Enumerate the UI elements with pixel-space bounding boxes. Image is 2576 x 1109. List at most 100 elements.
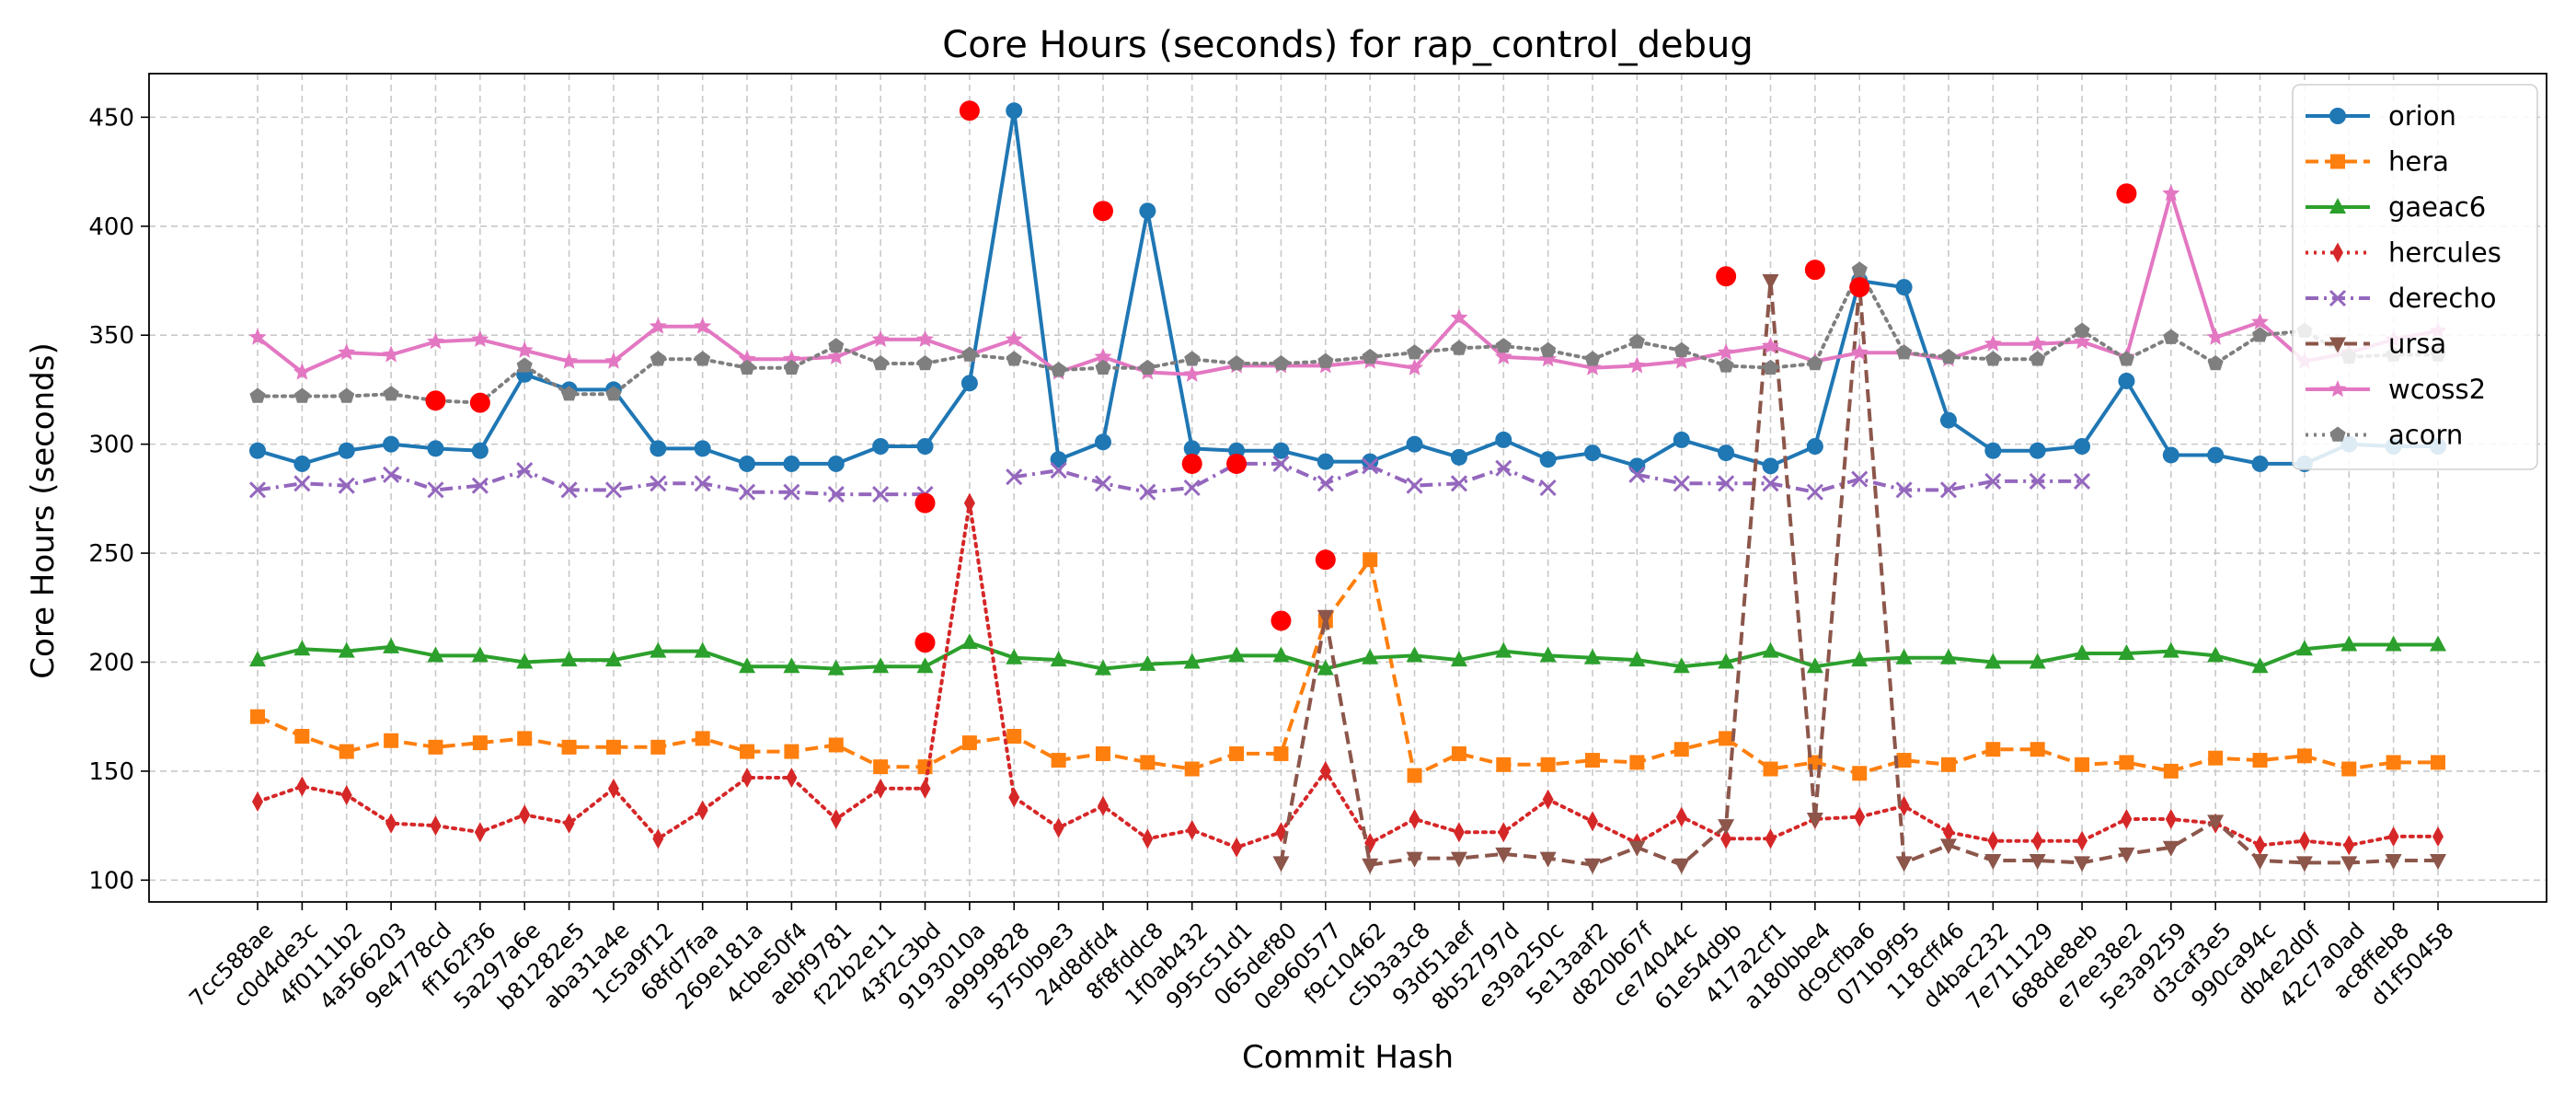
data-point-hera [873, 759, 889, 775]
data-point-hera [1051, 753, 1066, 768]
data-point-wcoss2 [738, 350, 756, 367]
y-tick-label: 350 [88, 322, 134, 350]
data-point-orion [1183, 440, 1201, 457]
data-point-hercules [786, 768, 798, 788]
data-point-orion [1006, 102, 1023, 120]
data-point-hercules [1987, 830, 1999, 851]
data-point-orion [2074, 438, 2091, 455]
highlight-point-orion [959, 100, 980, 121]
data-point-ursa [1450, 851, 1467, 868]
data-point-hercules [474, 822, 486, 843]
data-point-derecho [694, 475, 711, 492]
data-point-derecho [1050, 461, 1067, 479]
data-point-derecho [1628, 466, 1646, 483]
data-point-hera [1629, 755, 1645, 770]
data-point-gaeac6 [2295, 640, 2313, 656]
data-point-hera [339, 744, 354, 759]
data-point-hercules [1008, 787, 1020, 808]
data-point-orion [1539, 451, 1557, 468]
data-point-hercules [696, 800, 708, 821]
data-point-derecho [1851, 470, 1869, 488]
data-point-orion [739, 455, 756, 472]
legend-marker-hera [2330, 154, 2345, 169]
y-axis-title: Core Hours (seconds) [25, 342, 62, 678]
data-point-gaeac6 [1539, 646, 1557, 663]
data-point-ursa [1673, 858, 1690, 874]
data-point-hercules [2076, 830, 2088, 851]
data-point-acorn [828, 338, 845, 353]
data-point-hera [1719, 731, 1734, 746]
data-point-hera [1006, 729, 1022, 744]
data-point-acorn [1362, 348, 1378, 364]
data-point-wcoss2 [2162, 184, 2180, 202]
data-point-hercules [830, 809, 842, 829]
data-point-orion [827, 455, 845, 472]
legend-marker-gaeac6 [2329, 198, 2346, 214]
data-point-ursa [1272, 856, 1290, 872]
series-line-hercules [256, 501, 2440, 849]
data-point-orion [916, 438, 934, 455]
data-point-orion [2162, 446, 2179, 464]
data-point-hera [2252, 753, 2268, 768]
data-point-ursa [1584, 858, 1602, 874]
data-point-hera [294, 729, 310, 744]
data-point-hera [784, 744, 799, 759]
data-point-hera [605, 739, 621, 755]
data-point-orion [872, 438, 890, 455]
data-point-ursa [2074, 856, 2091, 872]
data-point-acorn [1495, 338, 1512, 353]
data-point-derecho [1406, 477, 1423, 494]
data-point-orion [1673, 431, 1690, 448]
series-line-gaeac6 [257, 641, 2438, 671]
data-point-acorn [1407, 344, 1423, 360]
data-point-acorn [2163, 329, 2179, 344]
data-point-acorn [516, 357, 533, 373]
data-point-hera [1673, 742, 1689, 757]
data-point-hercules [1052, 817, 1064, 838]
data-point-acorn [2207, 355, 2224, 371]
data-point-gaeac6 [604, 651, 622, 667]
data-point-hera [1095, 745, 1110, 761]
data-point-gaeac6 [1450, 651, 1467, 667]
highlight-point-acorn [469, 392, 490, 413]
data-point-hera [1273, 745, 1289, 761]
data-point-gaeac6 [427, 646, 444, 663]
data-point-gaeac6 [1673, 657, 1690, 674]
data-point-derecho [827, 486, 845, 503]
series-hera [250, 552, 2445, 783]
data-point-derecho [1362, 457, 1379, 475]
data-point-hercules [430, 815, 442, 837]
data-point-orion [2118, 372, 2135, 389]
data-point-orion [293, 455, 311, 472]
data-point-acorn [650, 351, 666, 366]
data-point-orion [1718, 445, 1735, 462]
data-point-gaeac6 [338, 641, 355, 658]
data-point-gaeac6 [560, 651, 578, 667]
data-point-wcoss2 [1850, 343, 1869, 361]
data-point-hera [650, 739, 666, 755]
series-orion [249, 102, 2446, 475]
data-point-derecho [2073, 472, 2091, 490]
data-point-wcoss2 [427, 332, 444, 350]
data-point-hera [695, 731, 710, 746]
data-point-acorn [1272, 355, 1289, 371]
data-point-derecho [516, 461, 534, 479]
data-point-orion [1317, 453, 1334, 470]
data-point-gaeac6 [2251, 657, 2269, 674]
data-point-acorn [1718, 357, 1734, 373]
data-point-ursa [1362, 858, 1379, 874]
data-point-derecho [1718, 475, 1735, 492]
data-point-hercules [340, 784, 352, 805]
series-line-derecho [257, 468, 926, 497]
data-point-derecho [1317, 475, 1334, 492]
data-point-orion [694, 440, 711, 457]
data-point-gaeac6 [2385, 635, 2402, 652]
data-point-orion [383, 435, 400, 453]
data-point-gaeac6 [1050, 651, 1067, 667]
data-point-hercules [1720, 828, 1732, 849]
data-point-acorn [783, 359, 799, 375]
data-point-hera [1363, 552, 1378, 568]
data-point-hercules [2298, 830, 2310, 851]
data-point-hercules [1409, 809, 1420, 829]
data-point-hera [740, 744, 755, 759]
